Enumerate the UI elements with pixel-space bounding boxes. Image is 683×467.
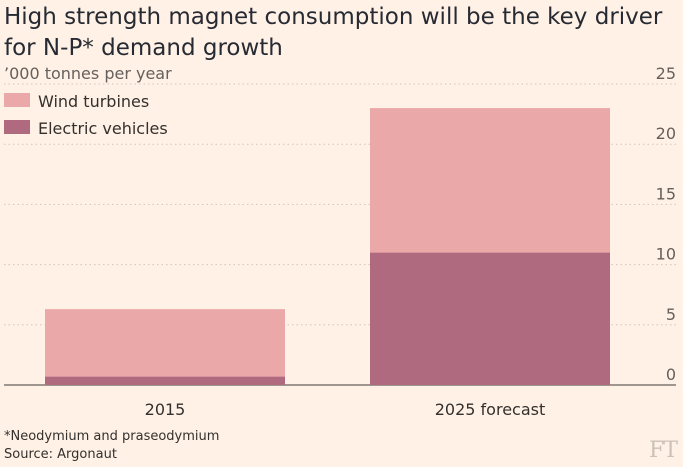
bar-electric-vehicles-1 <box>370 252 610 385</box>
footnote: *Neodymium and praseodymium <box>4 429 220 444</box>
legend-label-electric-vehicles: Electric vehicles <box>38 119 168 138</box>
x-axis-categories: 2015 2025 forecast <box>145 400 546 419</box>
y-tick-label-5: 5 <box>666 305 676 324</box>
bar-electric-vehicles-0 <box>45 376 285 385</box>
y-tick-label-25: 25 <box>656 64 676 83</box>
y-axis-unit-label: ’000 tonnes per year <box>4 64 172 83</box>
bars <box>45 108 610 385</box>
y-tick-label-20: 20 <box>656 124 676 143</box>
y-axis-ticks: 0 5 10 15 20 25 <box>656 64 676 384</box>
x-category-label-1: 2025 forecast <box>435 400 546 419</box>
y-tick-label-15: 15 <box>656 184 676 203</box>
y-tick-label-10: 10 <box>656 245 676 264</box>
legend-label-wind-turbines: Wind turbines <box>38 92 149 111</box>
bar-wind-turbines-1 <box>370 108 610 253</box>
source-note: Source: Argonaut <box>4 447 117 462</box>
bar-wind-turbines-0 <box>45 309 285 377</box>
chart-title: High strength magnet consumption will be… <box>4 4 663 61</box>
y-tick-label-0: 0 <box>666 365 676 384</box>
legend: Wind turbines Electric vehicles <box>4 92 168 138</box>
x-category-label-0: 2015 <box>145 400 186 419</box>
legend-swatch-wind-turbines <box>4 93 30 107</box>
ft-logo: FT <box>649 438 678 463</box>
legend-swatch-electric-vehicles <box>4 120 30 134</box>
